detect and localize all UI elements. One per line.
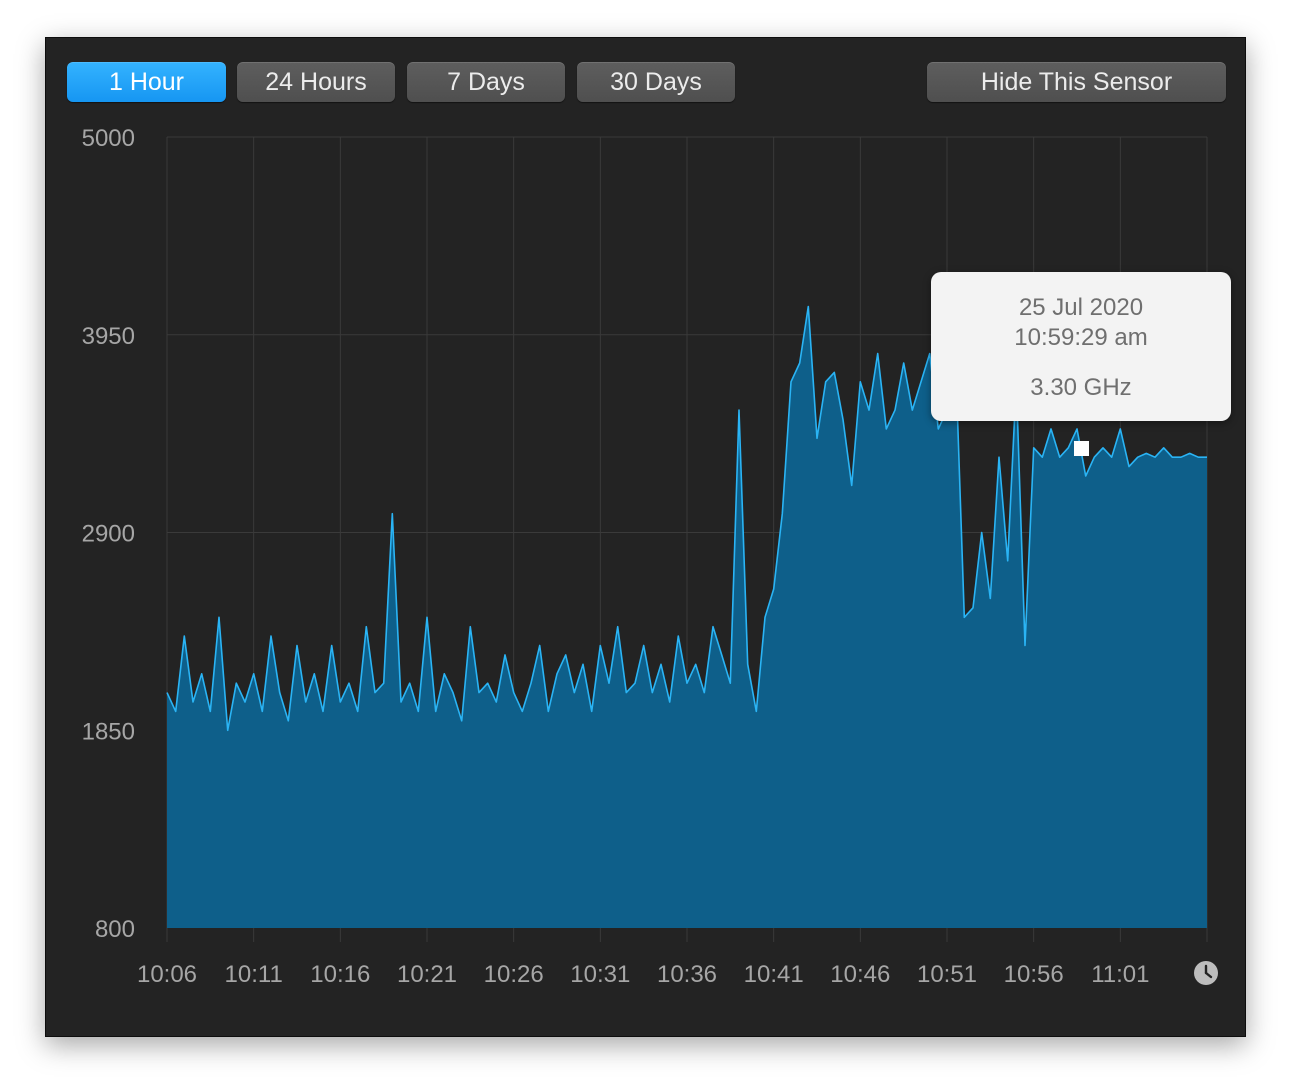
clock-icon[interactable] [1194,961,1218,985]
x-tick-label: 10:31 [570,961,630,988]
sensor-history-window: 1 Hour 24 Hours 7 Days 30 Days Hide This… [45,37,1246,1037]
y-tick-label: 3950 [82,323,135,350]
x-tick-label: 10:21 [397,961,457,988]
hover-marker [1074,441,1089,456]
x-tick-label: 10:41 [744,961,804,988]
value-tooltip: 25 Jul 2020 10:59:29 am 3.30 GHz [931,272,1231,421]
x-tick-label: 10:46 [830,961,890,988]
area-fill [167,306,1207,928]
y-tick-label: 2900 [82,521,135,548]
range-30-days-button[interactable]: 30 Days [577,62,735,102]
y-tick-label: 1850 [82,718,135,745]
y-axis-ticks: 800 1850 2900 3950 5000 [82,125,135,943]
range-24-hours-button[interactable]: 24 Hours [237,62,395,102]
sensor-chart[interactable]: 800 1850 2900 3950 5000 10:06 10:11 10:16 10:21… [46,38,1245,1036]
tooltip-date: 25 Jul 2020 [1018,294,1144,321]
x-tick-label: 10:11 [225,961,283,988]
x-tick-label: 10:51 [917,961,977,988]
tooltip-time: 10:59:29 am [1014,324,1148,351]
y-tick-label: 5000 [82,125,135,152]
x-axis-ticks: 10:06 10:11 10:16 10:21 10:26 10:31 10:36 10:41… [137,961,1150,988]
hide-sensor-button[interactable]: Hide This Sensor [927,62,1226,102]
y-tick-label: 800 [95,916,135,943]
range-1-hour-button[interactable]: 1 Hour [67,62,226,102]
x-tick-label: 11:01 [1091,961,1149,988]
x-tick-label: 10:56 [1004,961,1064,988]
x-tick-label: 10:26 [484,961,544,988]
x-tick-label: 10:36 [657,961,717,988]
tooltip-value: 3.30 GHz [1030,374,1132,401]
range-7-days-button[interactable]: 7 Days [407,62,565,102]
x-tick-label: 10:16 [310,961,370,988]
series-line [166,305,1207,732]
x-tick-label: 10:06 [137,961,197,988]
